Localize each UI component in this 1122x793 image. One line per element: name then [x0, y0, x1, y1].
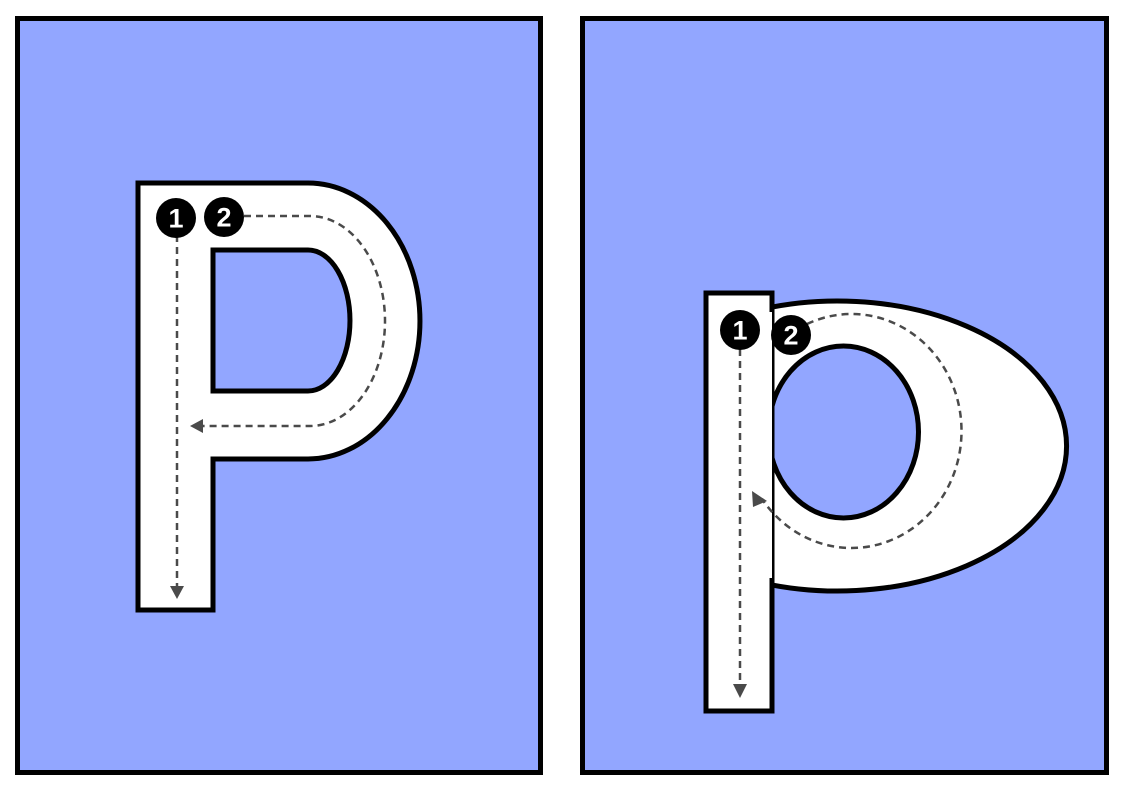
arrow-down-icon: [170, 586, 184, 599]
stroke-number-2: 2: [771, 315, 811, 355]
direction-arrows: [170, 419, 203, 599]
letter-p-lowercase-tracing-figure: 1 2: [585, 21, 1104, 770]
stroke-number-label: 1: [168, 204, 183, 234]
letter-p-bowl-outline: [751, 298, 1069, 594]
stem-joint-cover: [753, 311, 772, 579]
stroke-2-guide: [760, 312, 963, 550]
stroke-number-2: 2: [204, 197, 244, 237]
direction-arrows: [733, 491, 767, 698]
stroke-number-label: 2: [216, 203, 231, 233]
number-badge: [720, 310, 760, 350]
stroke-number-label: 1: [732, 316, 747, 346]
letter-shape: [135, 180, 423, 613]
arrow-left-icon: [190, 419, 203, 433]
arrow-up-right-icon: [752, 491, 767, 507]
stroke-guides: [738, 312, 963, 683]
number-badge: [156, 198, 196, 238]
stroke-number-label: 2: [783, 321, 798, 351]
stroke-2-guide: [203, 214, 387, 428]
arrow-down-icon: [733, 684, 747, 698]
letter-p-uppercase-tracing-figure: 1 2: [20, 21, 538, 770]
letter-card-lowercase-p: 1 2: [580, 16, 1109, 775]
letter-card-uppercase-p: 1 2: [15, 16, 543, 775]
stroke-number-1: 1: [720, 310, 760, 350]
number-badge: [204, 197, 244, 237]
number-badge: [771, 315, 811, 355]
letter-p-outline: [135, 180, 423, 613]
stroke-number-1: 1: [156, 198, 196, 238]
stroke-guides: [175, 214, 387, 587]
